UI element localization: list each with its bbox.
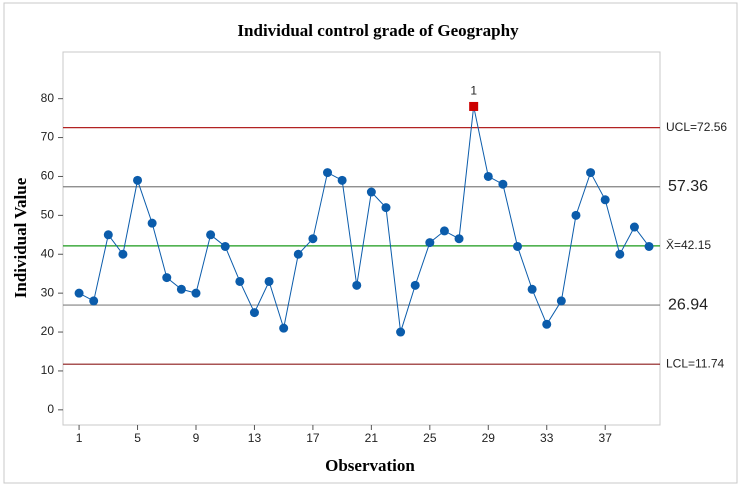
reference-label: LCL=11.74: [666, 356, 724, 370]
y-tick-label: 20: [41, 324, 55, 338]
point: [513, 241, 523, 251]
x-tick-label: 9: [193, 431, 200, 445]
point: [118, 249, 128, 259]
reference-label: UCL=72.56: [666, 120, 727, 134]
x-tick-label: 25: [423, 431, 437, 445]
point: [220, 241, 230, 251]
point: [249, 308, 259, 318]
frame: [3, 2, 738, 484]
point: [498, 179, 508, 189]
point: [396, 327, 406, 337]
point: [176, 284, 186, 294]
point: [615, 249, 625, 259]
y-tick-label: 10: [41, 363, 55, 377]
point: [381, 203, 391, 213]
y-tick-label: 30: [41, 285, 55, 299]
point: [352, 280, 362, 290]
point: [556, 296, 566, 306]
point: [264, 276, 274, 286]
point: [542, 319, 552, 329]
point: [571, 210, 581, 220]
point: [206, 230, 216, 240]
flagged-point: [469, 101, 479, 111]
point: [629, 222, 639, 232]
y-tick-label: 80: [41, 91, 55, 105]
point: [235, 276, 245, 286]
plot-area: [62, 51, 661, 426]
point: [425, 238, 435, 248]
y-tick-label: 40: [41, 246, 55, 260]
x-axis-label: Observation: [325, 456, 415, 475]
point: [133, 175, 143, 185]
x-tick-label: 13: [248, 431, 262, 445]
point: [293, 249, 303, 259]
point: [191, 288, 201, 298]
reference-label: 26.94: [668, 296, 708, 313]
point: [439, 226, 449, 236]
point: [454, 234, 464, 244]
chart-title: Individual control grade of Geography: [237, 21, 519, 40]
point: [527, 284, 537, 294]
point: [279, 323, 289, 333]
reference-label: X̄=42.15: [666, 238, 711, 252]
point: [308, 234, 318, 244]
y-tick-label: 0: [47, 402, 54, 416]
point: [410, 280, 420, 290]
point: [323, 168, 333, 178]
point: [586, 168, 596, 178]
point: [74, 288, 84, 298]
point: [337, 175, 347, 185]
x-tick-label: 21: [365, 431, 379, 445]
point: [600, 195, 610, 205]
y-tick-label: 50: [41, 208, 55, 222]
point: [644, 241, 654, 251]
x-tick-label: 1: [76, 431, 83, 445]
x-tick-label: 37: [599, 431, 613, 445]
y-tick-label: 60: [41, 169, 55, 183]
x-tick-label: 17: [306, 431, 320, 445]
point: [366, 187, 376, 197]
annotation: 1: [470, 84, 477, 98]
point: [89, 296, 99, 306]
y-tick-label: 70: [41, 130, 55, 144]
point: [147, 218, 157, 228]
series-line: [78, 106, 650, 333]
x-tick-label: 5: [134, 431, 141, 445]
x-tick-label: 33: [540, 431, 554, 445]
point: [162, 273, 172, 283]
y-axis-label: Individual Value: [11, 177, 30, 298]
point: [103, 230, 113, 240]
point: [483, 171, 493, 181]
x-tick-label: 29: [482, 431, 496, 445]
reference-label: 57.36: [668, 178, 708, 195]
